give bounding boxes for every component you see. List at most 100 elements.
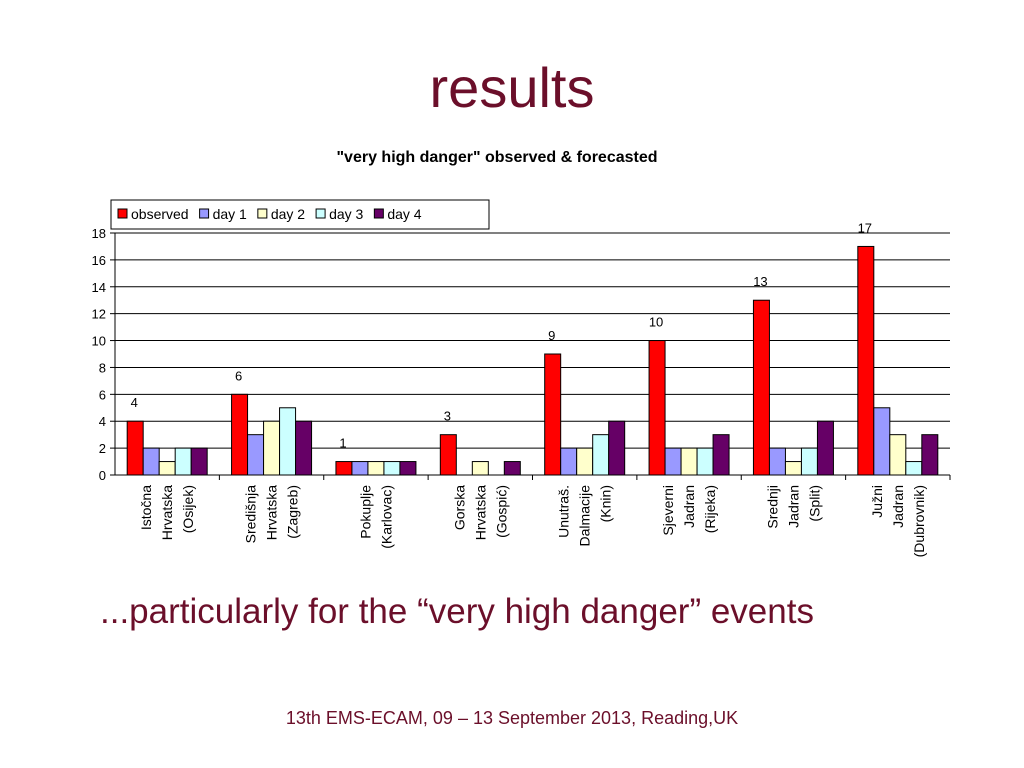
slide-title: results (429, 56, 595, 119)
legend-swatch (257, 208, 268, 219)
x-tick-label: Sjeverni Jadran (Rijeka) (660, 485, 718, 536)
bars-group (126, 245, 939, 476)
x-tick-label-line: Pokuplje (357, 485, 373, 539)
bar (263, 420, 281, 476)
bar (752, 299, 770, 476)
x-tick-label-line: Gorska (451, 485, 467, 530)
x-tick-labels: Istočna Hrvatska (Osijek) Središnja Hrvatska… (138, 485, 927, 558)
bar (439, 434, 457, 476)
bar (231, 393, 249, 476)
legend-label: day 3 (329, 206, 363, 222)
data-label: 10 (649, 315, 663, 330)
legend-label: day 2 (271, 206, 305, 222)
x-tick-label: Središnja Hrvatska (Zagreb) (243, 485, 301, 544)
bar (383, 461, 401, 476)
bar (873, 407, 891, 476)
bar (335, 461, 353, 476)
bar (142, 447, 160, 476)
y-tick-label: 6 (99, 387, 106, 402)
x-tick-label-line: Jadran (681, 485, 697, 528)
x-tick-label-line: (Gospić) (493, 485, 509, 538)
x-tick-label: Srednji Jadran (Split) (764, 485, 822, 529)
bar (664, 447, 682, 476)
data-label: 17 (858, 220, 872, 235)
bar (889, 434, 907, 476)
x-tick-label-line: (Karlovac) (378, 485, 394, 549)
x-tick-label-line: (Dubrovnik) (911, 485, 927, 557)
y-tick-label: 10 (92, 334, 106, 349)
x-tick-label-line: Unutraš. (556, 485, 572, 538)
y-tick-label: 4 (99, 414, 106, 429)
bar (712, 434, 730, 476)
bar (905, 461, 923, 476)
bar (576, 447, 594, 476)
data-label: 6 (235, 368, 242, 383)
chart-title: "very high danger" observed & forecasted (336, 149, 657, 166)
bar (247, 434, 265, 476)
bar (800, 447, 818, 476)
x-tick-label: Unutraš. Dalmacije (Knin) (556, 485, 614, 547)
data-label: 3 (444, 409, 451, 424)
x-tick-label-line: Južni (869, 485, 885, 518)
x-tick-label-line: Hrvatska (472, 485, 488, 540)
x-tick-label: Gorska Hrvatska (Gospić) (451, 485, 509, 540)
bar (126, 420, 144, 476)
legend: observed day 1 day 2 day 3 day 4 (110, 199, 490, 230)
x-tick-label-line: (Knin) (598, 485, 614, 522)
bar (560, 447, 578, 476)
x-tick-label-line: Dalmacije (577, 485, 593, 547)
y-tick-label: 8 (99, 360, 106, 375)
caption: ...particularly for the “very high dange… (100, 592, 814, 631)
bar (921, 434, 939, 476)
data-label: 13 (753, 274, 767, 289)
bar (696, 447, 714, 476)
bar (174, 447, 192, 476)
bar (857, 245, 875, 476)
bar (503, 461, 521, 476)
y-tick-label: 0 (99, 468, 106, 483)
y-tick-label: 16 (92, 253, 106, 268)
legend-box (110, 199, 490, 230)
legend-label: day 4 (387, 206, 421, 222)
bar (680, 447, 698, 476)
x-tick-label-line: Istočna (138, 485, 154, 530)
bar (592, 434, 610, 476)
x-tick-label-line: (Osijek) (180, 485, 196, 533)
x-tick-label-line: (Rijeka) (702, 485, 718, 533)
x-tick-label-line: Srednji (764, 485, 780, 529)
bar (816, 420, 834, 476)
bar (399, 461, 417, 476)
x-tick-label: Istočna Hrvatska (Osijek) (138, 485, 196, 540)
bar (608, 420, 626, 476)
y-tick-label: 18 (92, 226, 106, 241)
x-tick-label-line: (Zagreb) (285, 485, 301, 539)
bar (784, 461, 802, 476)
y-tick-label: 2 (99, 441, 106, 456)
y-tick-labels: 0 2 4 6 8 10 12 14 16 18 (92, 226, 106, 483)
x-tick-label-line: Jadran (890, 485, 906, 528)
axes (114, 233, 950, 476)
bar (295, 420, 313, 476)
x-tick-label-line: Hrvatska (264, 485, 280, 540)
bar (471, 461, 489, 476)
legend-swatch (315, 208, 326, 219)
data-label: 9 (548, 328, 555, 343)
legend-swatch (373, 208, 384, 219)
bar (158, 461, 176, 476)
x-tick-label: Pokuplje (Karlovac) (357, 485, 394, 549)
legend-swatch (199, 208, 210, 219)
bar (279, 407, 297, 476)
bar (544, 353, 562, 476)
x-tick-label-line: Jadran (785, 485, 801, 528)
y-tick-label: 14 (92, 280, 106, 295)
x-tick-label: Južni Jadran (Dubrovnik) (869, 485, 927, 557)
bar (190, 447, 208, 476)
gridlines (110, 232, 951, 480)
x-tick-label-line: Sjeverni (660, 485, 676, 536)
bar (648, 340, 666, 476)
x-tick-label-line: (Split) (806, 485, 822, 522)
y-tick-label: 12 (92, 307, 106, 322)
x-tick-label-line: Središnja (243, 485, 259, 544)
legend-swatch (117, 208, 128, 219)
